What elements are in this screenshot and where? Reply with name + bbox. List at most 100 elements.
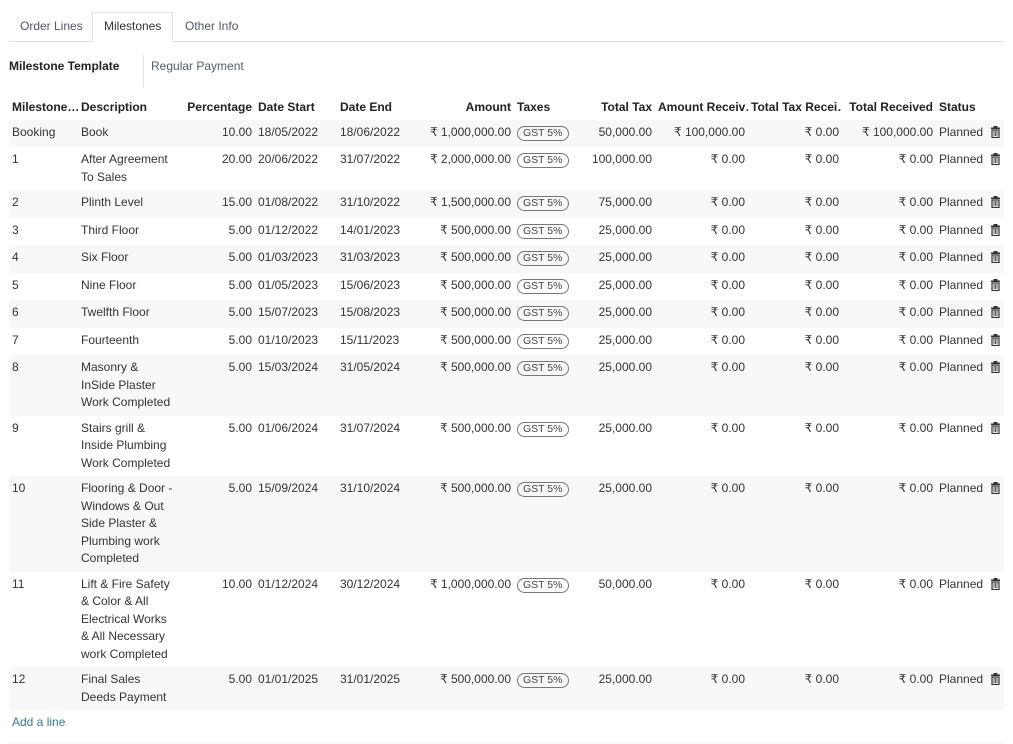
cell: ₹ 500,000.00: [439, 481, 511, 495]
cell: ₹ 0.00: [804, 481, 839, 495]
cell: 15/11/2023: [340, 332, 400, 347]
field-label: Milestone Template: [9, 59, 120, 73]
column-header[interactable]: Status: [939, 100, 976, 114]
cell: ₹ 0.00: [804, 360, 839, 374]
column-header[interactable]: Amount Receiv…: [658, 100, 748, 114]
delete-button[interactable]: [990, 361, 1001, 376]
cell: 5.00: [228, 420, 252, 435]
table-row[interactable]: 10 Flooring & Door - Windows & Out Side P…: [9, 476, 1004, 572]
table-body: Booking Book 10.00 18/05/2022 18/06/2022 ₹ 1,…: [9, 119, 1004, 710]
cell: ₹ 500,000.00: [439, 250, 511, 264]
cell: ₹ 0.00: [898, 576, 933, 591]
cell: Planned: [939, 305, 984, 319]
cell: ₹ 0.00: [710, 250, 745, 264]
table-row[interactable]: 5 Nine Floor 5.00 01/05/2023 15/06/2023 ₹ 500…: [9, 273, 1004, 301]
delete-button[interactable]: [990, 421, 1001, 437]
cell: ₹ 0.00: [898, 152, 933, 166]
delete-button[interactable]: [990, 251, 1001, 266]
table-row[interactable]: 6 Twelfth Floor 5.00 15/07/2023 15/08/2023 ₹ …: [9, 300, 1004, 328]
cell: 01/12/2024: [258, 576, 319, 591]
column-header[interactable]: Taxes: [517, 100, 551, 114]
column-header[interactable]: Date End: [340, 100, 393, 114]
delete-cell: [988, 667, 1004, 710]
cell: 20.00: [221, 152, 252, 166]
column-header[interactable]: Amount: [465, 100, 511, 114]
table-row[interactable]: 4 Six Floor 5.00 01/03/2023 31/03/2023 ₹ 500,…: [9, 245, 1004, 273]
table-row[interactable]: 11 Lift & Fire Safety & Color & All Elect…: [9, 572, 1004, 668]
delete-button[interactable]: [990, 153, 1001, 168]
delete-button[interactable]: [990, 223, 1001, 239]
table-row[interactable]: 2 Plinth Level 15.00 01/08/2022 31/10/2022 ₹ …: [9, 190, 1004, 218]
cell: 25,000.00: [598, 222, 652, 237]
delete-button[interactable]: [990, 673, 1001, 688]
cell: ₹ 0.00: [898, 195, 933, 209]
column-header[interactable]: Date Start: [258, 100, 315, 114]
column-header[interactable]: Percentage: [187, 100, 252, 114]
cell: ₹ 0.00: [898, 481, 933, 495]
tax-badge: GST 5%: [517, 251, 569, 266]
cell: ₹ 0.00: [710, 672, 745, 686]
trash-icon: [991, 278, 1000, 291]
column-header[interactable]: Total Received: [849, 100, 933, 114]
table-row[interactable]: 9 Stairs grill & Inside Plumbing Work Com…: [9, 416, 1004, 477]
cell: ₹ 0.00: [710, 332, 745, 347]
delete-button[interactable]: [990, 306, 1001, 321]
cell: 10.00: [221, 124, 252, 139]
cell: 9: [12, 420, 19, 435]
table: Milestone… Description Percentage Date Star…: [9, 97, 1004, 710]
cell: Fourteenth: [81, 332, 140, 347]
cell: ₹ 1,000,000.00: [429, 576, 511, 591]
table-row[interactable]: 7 Fourteenth 5.00 01/10/2023 15/11/2023 ₹ 500…: [9, 328, 1004, 356]
cell: 15/06/2023: [340, 277, 401, 292]
column-header[interactable]: Milestone…: [12, 100, 78, 114]
cell: Nine Floor: [81, 277, 137, 292]
cell: ₹ 0.00: [898, 332, 933, 347]
delete-button[interactable]: [990, 125, 1001, 141]
tab-active[interactable]: Milestones: [92, 12, 174, 42]
cell: 4: [12, 250, 19, 264]
cell: 25,000.00: [598, 672, 652, 686]
cell: 7: [12, 332, 19, 347]
tab-bar: Order Lines Milestones Other Info: [9, 12, 1004, 42]
tax-badge: GST 5%: [517, 577, 569, 593]
delete-button[interactable]: [990, 482, 1001, 497]
cell: 01/10/2023: [258, 332, 319, 347]
table-row[interactable]: 3 Third Floor 5.00 01/12/2022 14/01/2023 ₹ 50…: [9, 218, 1004, 246]
cell: 5.00: [228, 305, 252, 319]
table-row[interactable]: 12 Final Sales Deeds Payment 5.00 01/01/202…: [9, 667, 1004, 710]
delete-cell: [988, 120, 1004, 148]
delete-cell: [988, 355, 1004, 416]
delete-cell: [988, 328, 1004, 356]
field-value[interactable]: Regular Payment: [151, 59, 244, 73]
tab[interactable]: Other Info: [185, 19, 239, 33]
table-row[interactable]: Booking Book 10.00 18/05/2022 18/06/2022 ₹ 1,…: [9, 119, 1004, 148]
column-header[interactable]: Total Tax: [601, 100, 652, 114]
cell-taxes: GST 5%: [514, 572, 570, 668]
delete-button[interactable]: [990, 333, 1001, 349]
cell: Planned: [939, 576, 984, 591]
cell-taxes: GST 5%: [514, 300, 570, 328]
cell: 1: [12, 152, 19, 166]
cell: 31/03/2023: [340, 250, 401, 264]
table-row[interactable]: 1 After Agreement To Sales 20.00 20/06/2022…: [9, 147, 1004, 190]
column-header[interactable]: Total Tax Recei…: [751, 100, 842, 114]
cell: 100,000.00: [591, 152, 652, 166]
tab[interactable]: Order Lines: [20, 19, 83, 33]
cell-taxes: GST 5%: [514, 147, 570, 190]
delete-cell: [988, 572, 1004, 668]
cell: 15/09/2024: [258, 481, 319, 495]
column-header[interactable]: Description: [81, 100, 148, 114]
delete-button[interactable]: [990, 196, 1001, 211]
tax-badge: GST 5%: [517, 153, 569, 168]
delete-button[interactable]: [990, 577, 1001, 593]
add-line[interactable]: Add a line: [12, 715, 66, 729]
delete-cell: [988, 476, 1004, 572]
cell: 01/05/2023: [258, 277, 319, 292]
table-row[interactable]: 8 Masonry & InSide Plaster Work Completed…: [9, 355, 1004, 416]
cell: 31/10/2022: [340, 195, 401, 209]
delete-button[interactable]: [990, 278, 1001, 294]
cell: Planned: [939, 152, 984, 166]
cell: 18/06/2022: [340, 124, 401, 139]
cell: ₹ 0.00: [898, 250, 933, 264]
